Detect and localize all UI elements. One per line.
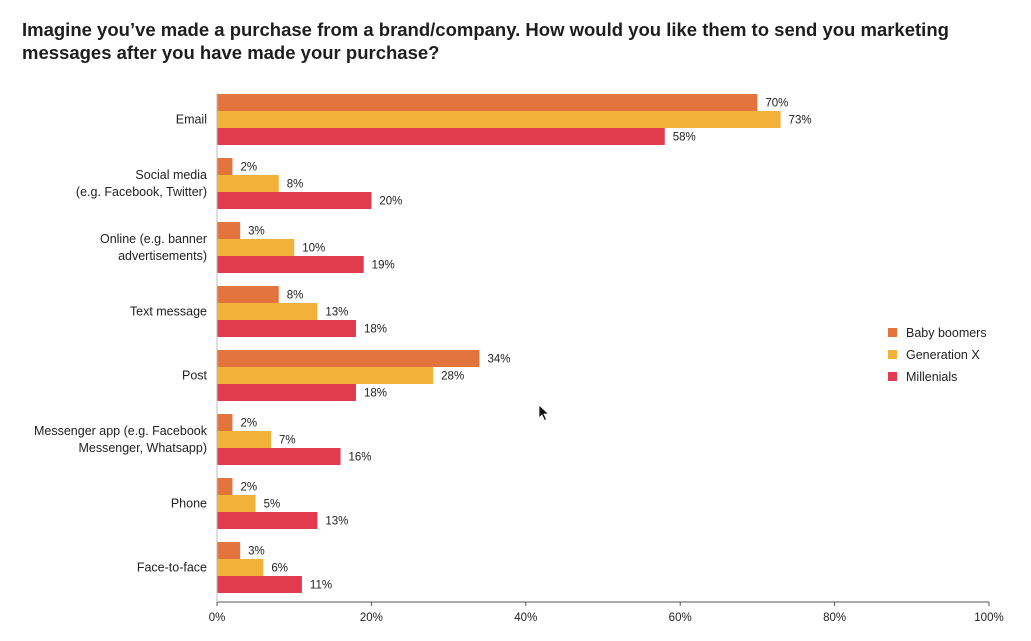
bar-value-label: 8% — [287, 179, 304, 191]
category-label: Online (e.g. banner advertisements) — [100, 232, 207, 263]
bar-baby-boomers-1 — [217, 158, 233, 175]
bar-millenials-0 — [217, 128, 665, 145]
bar-baby-boomers-6 — [217, 478, 233, 495]
category-label: Phone — [171, 497, 207, 511]
bar-generation-x-3 — [217, 303, 318, 320]
bar-value-label: 73% — [789, 115, 812, 127]
legend-swatch — [888, 372, 897, 381]
bar-millenials-4 — [217, 384, 356, 401]
bar-value-label: 18% — [364, 388, 387, 400]
chart-title: Imagine you’ve made a purchase from a br… — [22, 19, 949, 63]
bar-generation-x-2 — [217, 239, 295, 256]
bar-generation-x-4 — [217, 367, 434, 384]
bar-value-label: 5% — [264, 499, 281, 511]
bar-value-label: 18% — [364, 324, 387, 336]
bar-value-label: 11% — [310, 580, 332, 592]
bar-value-label: 7% — [279, 435, 296, 447]
bar-value-label: 13% — [325, 307, 348, 319]
bar-baby-boomers-7 — [217, 542, 241, 559]
bar-value-label: 70% — [765, 98, 788, 110]
x-tick-label: 80% — [823, 612, 846, 624]
legend-swatch — [888, 328, 897, 337]
bar-value-label: 58% — [673, 132, 696, 144]
labels-layer: 70%73% 58% Email 2% 8% 20% Social media (e.g. F… — [34, 98, 812, 592]
bar-baby-boomers-4 — [217, 350, 480, 367]
bar-generation-x-7 — [217, 559, 264, 576]
bar-value-label: 3% — [248, 546, 265, 558]
bar-value-label: 3% — [248, 226, 265, 238]
bar-millenials-7 — [217, 576, 302, 593]
bar-baby-boomers-5 — [217, 414, 233, 431]
x-tick-label: 100% — [974, 612, 1003, 624]
legend: Baby boomers Generation X Millenials — [888, 326, 987, 384]
bar-value-label: 2% — [240, 162, 257, 174]
bar-value-label: 13% — [325, 516, 348, 528]
bar-baby-boomers-0 — [217, 94, 758, 111]
legend-label: Generation X — [906, 348, 980, 362]
bar-millenials-3 — [217, 320, 356, 337]
bar-value-label: 28% — [441, 371, 464, 383]
bar-value-label: 20% — [379, 196, 402, 208]
x-tick-label: 40% — [514, 612, 537, 624]
bar-generation-x-0 — [217, 111, 781, 128]
category-label: Text message — [130, 305, 207, 319]
bar-value-label: 2% — [240, 482, 257, 494]
bar-value-label: 10% — [302, 243, 325, 255]
category-label: Face-to-face — [137, 561, 207, 575]
category-label: Post — [182, 369, 208, 383]
bar-value-label: 6% — [271, 563, 288, 575]
bar-baby-boomers-2 — [217, 222, 241, 239]
x-axis: 0% 20% 40% 60% 80% 100% — [209, 93, 1004, 624]
legend-label: Millenials — [906, 370, 957, 384]
bar-millenials-5 — [217, 448, 341, 465]
bar-generation-x-5 — [217, 431, 272, 448]
bar-millenials-1 — [217, 192, 372, 209]
category-label: Social media (e.g. Facebook, Twitter) — [76, 168, 207, 199]
legend-swatch — [888, 350, 897, 359]
bar-millenials-6 — [217, 512, 318, 529]
bar-value-label: 16% — [349, 452, 372, 464]
legend-label: Baby boomers — [906, 326, 987, 340]
category-label: Email — [176, 113, 207, 127]
bar-millenials-2 — [217, 256, 364, 273]
bar-value-label: 19% — [372, 260, 395, 272]
bars-layer — [217, 94, 781, 593]
category-label: Messenger app (e.g. Facebook Messenger, W… — [34, 424, 208, 455]
x-tick-label: 20% — [360, 612, 383, 624]
x-tick-label: 0% — [209, 612, 226, 624]
bar-generation-x-6 — [217, 495, 256, 512]
bar-baby-boomers-3 — [217, 286, 279, 303]
mouse-cursor-icon — [538, 404, 550, 422]
bar-generation-x-1 — [217, 175, 279, 192]
bar-value-label: 8% — [287, 290, 304, 302]
bar-value-label: 34% — [487, 354, 510, 366]
bar-value-label: 2% — [240, 418, 257, 430]
x-tick-label: 60% — [669, 612, 692, 624]
